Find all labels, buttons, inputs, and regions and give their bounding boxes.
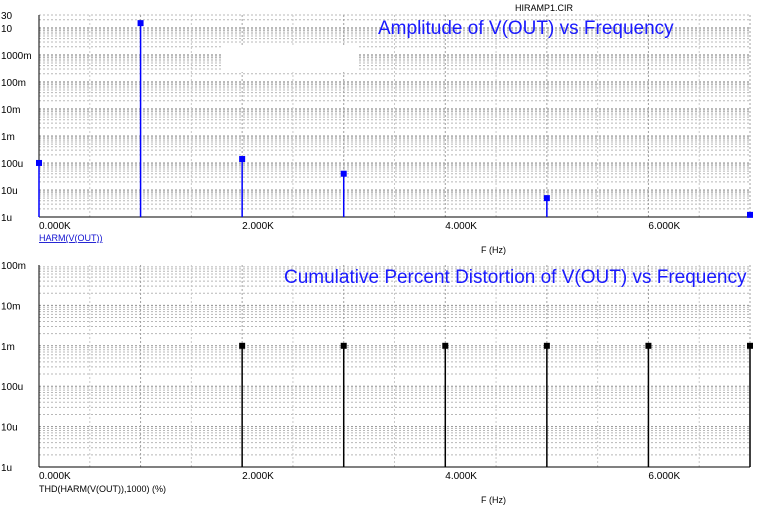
y-tick-label: 10u xyxy=(1,423,18,434)
x-tick-label: 2.000K xyxy=(242,221,274,232)
y-tick-label: 10u xyxy=(1,186,18,197)
amplitude-chart: 30 10 1000m 100m 10m 1m 100u 10u 1u 0.000K 2.000K 4… xyxy=(1,11,753,255)
x-axis-label: F (Hz) xyxy=(481,245,506,255)
data-point xyxy=(36,159,42,166)
x-tick-label: 0.000K xyxy=(39,471,71,482)
x-axis-label: F (Hz) xyxy=(481,495,506,505)
x-tick-label: 4.000K xyxy=(445,221,477,232)
data-point xyxy=(747,211,753,218)
y-tick-label: 100m xyxy=(1,261,26,272)
data-point xyxy=(239,342,246,349)
chart-title: Amplitude of V(OUT) vs Frequency xyxy=(378,18,674,39)
data-point xyxy=(645,342,652,349)
y-tick-label: 1u xyxy=(1,463,12,474)
plot-blank-area xyxy=(222,45,358,72)
data-point xyxy=(747,342,753,349)
y-tick-label: 10m xyxy=(1,105,20,116)
y-tick-label: 100m xyxy=(1,78,26,89)
y-tick-label: 10m xyxy=(1,301,20,312)
trace-label: THD(HARM(V(OUT)),1000) (%) xyxy=(39,484,166,494)
chart-title: Cumulative Percent Distortion of V(OUT) … xyxy=(284,267,747,288)
window-title: HIRAMP1.CIR xyxy=(515,3,574,13)
data-point xyxy=(543,342,550,349)
x-tick-label: 0.000K xyxy=(39,221,71,232)
data-point xyxy=(442,342,449,349)
y-tick-label: 100u xyxy=(1,382,23,393)
y-tick-label: 30 xyxy=(1,11,13,22)
x-tick-label: 6.000K xyxy=(648,471,680,482)
distortion-chart: 100m 10m 1m 100u 10u 1u 0.000K 2.000K 4.000K 6.00… xyxy=(1,261,753,505)
y-tick-label: 1u xyxy=(1,213,12,224)
y-tick-label: 10 xyxy=(1,24,13,35)
data-point xyxy=(340,170,347,177)
y-tick-label: 1m xyxy=(1,132,15,143)
y-tick-label: 1000m xyxy=(1,51,32,62)
x-tick-label: 2.000K xyxy=(242,471,274,482)
data-point xyxy=(543,195,550,202)
x-tick-label: 6.000K xyxy=(648,221,680,232)
y-tick-label: 100u xyxy=(1,159,23,170)
y-tick-label: 1m xyxy=(1,342,15,353)
data-point xyxy=(340,342,347,349)
data-point xyxy=(239,156,246,163)
data-point xyxy=(137,20,144,27)
trace-label: HARM(V(OUT)) xyxy=(39,233,103,243)
x-tick-label: 4.000K xyxy=(445,471,477,482)
